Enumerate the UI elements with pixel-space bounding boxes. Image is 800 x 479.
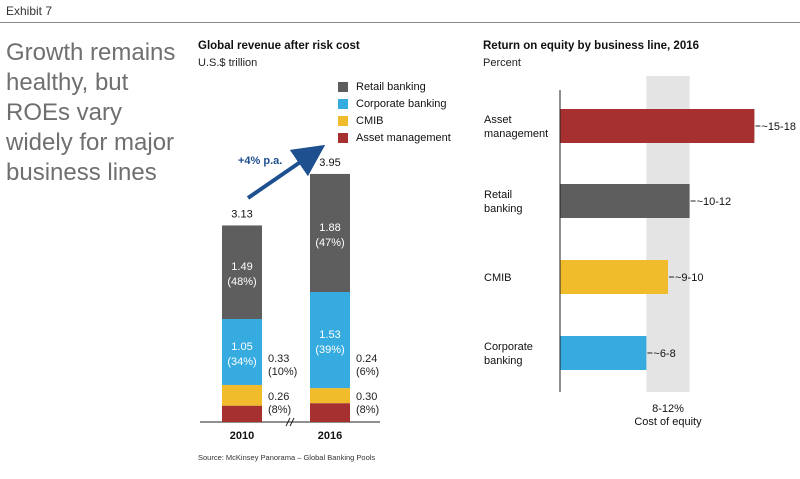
legend-swatch-retail bbox=[338, 81, 348, 92]
y-tick-label: Retail banking bbox=[484, 189, 523, 215]
growth-label: +4% p.a. bbox=[238, 155, 282, 167]
stacked-bar-segment-cmib bbox=[222, 384, 262, 406]
segment-value-label: 0.24 (6%) bbox=[356, 353, 379, 378]
y-tick-label: CMIB bbox=[484, 272, 512, 284]
column-total-label: 3.95 bbox=[319, 157, 340, 169]
stacked-bar-segment-corporate bbox=[222, 319, 262, 385]
roe-bar-cmib bbox=[560, 260, 668, 294]
roe-value-label: ~9-10 bbox=[675, 272, 703, 284]
legend-label: Asset management bbox=[356, 131, 451, 144]
headline-line: healthy, but bbox=[6, 69, 129, 96]
segment-value-label: 1.49 (48%) bbox=[227, 261, 256, 288]
roe-chart-title: Return on equity by business line, 2016 bbox=[483, 40, 700, 52]
legend-item-asset: Asset management bbox=[338, 129, 451, 146]
axis-break-mark bbox=[289, 417, 295, 427]
legend-item-cmib: CMIB bbox=[338, 112, 451, 129]
growth-arrow bbox=[246, 144, 326, 200]
column-total-label: 3.13 bbox=[231, 208, 252, 220]
headline-line: widely for major bbox=[6, 129, 175, 156]
segment-value-label: 0.33 (10%) bbox=[268, 353, 297, 378]
legend-label: Corporate banking bbox=[356, 97, 447, 110]
stacked-bar-segment-asset bbox=[222, 405, 262, 422]
roe-bar-retail bbox=[560, 184, 690, 218]
x-tick-label: 2016 bbox=[318, 430, 342, 442]
roe-value-label: ~6-8 bbox=[653, 348, 675, 360]
source-note: Source: McKinsey Panorama – Global Banki… bbox=[198, 453, 376, 462]
header-divider bbox=[0, 22, 800, 23]
stacked-bar-segment-asset bbox=[310, 403, 350, 422]
legend-swatch-corporate bbox=[338, 98, 348, 109]
y-tick-label: Asset management bbox=[484, 114, 548, 140]
revenue-chart-subtitle: U.S.$ trillion bbox=[198, 57, 258, 69]
revenue-legend: Retail banking Corporate banking CMIB As… bbox=[338, 78, 451, 146]
headline-line: business lines bbox=[6, 159, 157, 186]
headline: Growth remains healthy, but ROEs vary wi… bbox=[6, 38, 186, 188]
y-tick-label: Corporate banking bbox=[484, 341, 533, 367]
roe-value-label: ~15-18 bbox=[761, 121, 796, 133]
cost-of-equity-label: 8-12% Cost of equity bbox=[634, 403, 702, 428]
headline-line: ROEs vary bbox=[6, 99, 123, 126]
legend-item-corporate: Corporate banking bbox=[338, 95, 451, 112]
legend-label: Retail banking bbox=[356, 80, 426, 93]
revenue-chart-title: Global revenue after risk cost bbox=[198, 40, 360, 52]
roe-bar-asset bbox=[560, 109, 755, 143]
headline-line: Growth remains bbox=[6, 39, 176, 66]
roe-bar-corporate bbox=[560, 336, 647, 370]
stacked-bar-segment-cmib bbox=[310, 388, 350, 404]
legend-item-retail: Retail banking bbox=[338, 78, 451, 95]
segment-value-label: 1.05 (34%) bbox=[227, 341, 256, 368]
segment-value-label: 1.53 (39%) bbox=[315, 329, 344, 356]
segment-value-label: 0.26 (8%) bbox=[268, 391, 291, 416]
legend-swatch-asset bbox=[338, 132, 348, 143]
segment-value-label: 1.88 (47%) bbox=[315, 222, 344, 249]
x-tick-label: 2010 bbox=[230, 430, 254, 442]
exhibit-label: Exhibit 7 bbox=[6, 4, 53, 18]
segment-value-label: 0.30 (8%) bbox=[356, 391, 379, 416]
axis-break-mark bbox=[285, 417, 291, 427]
legend-label: CMIB bbox=[356, 114, 384, 127]
stacked-bar-segment-corporate bbox=[310, 292, 350, 389]
roe-value-label: ~10-12 bbox=[697, 196, 732, 208]
stacked-bar-segment-retail bbox=[310, 173, 350, 293]
roe-chart-subtitle: Percent bbox=[483, 57, 521, 69]
stacked-bar-segment-retail bbox=[222, 225, 262, 320]
legend-swatch-cmib bbox=[338, 115, 348, 126]
